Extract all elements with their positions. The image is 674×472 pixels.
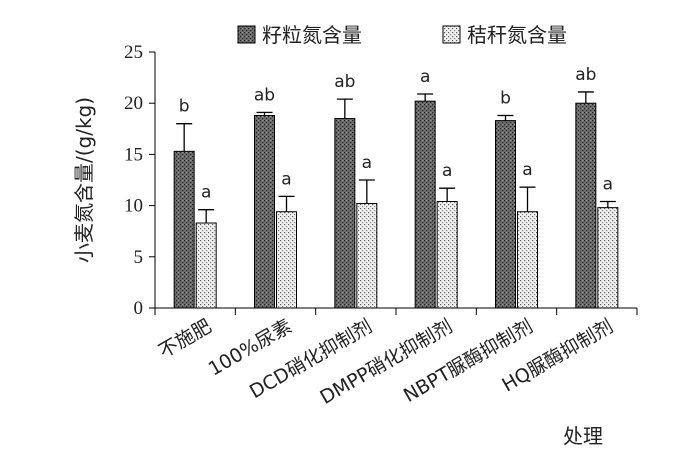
significance-label: a (522, 160, 532, 180)
bar-grain-2 (334, 118, 356, 309)
category-label-0: 不施肥 (155, 315, 215, 363)
significance-label: ab (334, 72, 355, 92)
bar-straw-1 (276, 211, 297, 309)
x-axis-label: 处理 (563, 424, 603, 448)
y-tick-label: 25 (124, 42, 143, 63)
y-axis-label: 小麦氮含量/(g/kg) (72, 97, 96, 263)
bar-straw-3 (436, 201, 458, 309)
y-tick-label: 0 (134, 298, 144, 319)
bar-grain-3 (414, 100, 436, 309)
bar-grain-1 (254, 114, 275, 309)
y-tick-label: 15 (124, 144, 143, 165)
significance-label: ab (254, 85, 275, 105)
category-labels: 不施肥100%尿素DCD硝化抑制剂DMPP硝化抑制剂NBPT脲酶抑制剂HQ脲酶抑… (155, 315, 617, 409)
legend-label-grain: 籽粒氮含量 (262, 23, 362, 47)
significance-label: ab (575, 65, 596, 85)
legend: 籽粒氮含量 秸秆氮含量 (237, 23, 567, 47)
significance-label: a (442, 161, 452, 181)
category-label-3: DMPP硝化抑制剂 (316, 315, 456, 409)
y-tick-label: 10 (124, 196, 143, 217)
error-bars (176, 91, 616, 224)
legend-swatch-grain (237, 25, 256, 44)
significance-label: b (179, 97, 190, 117)
y-tick-label: 20 (124, 93, 143, 114)
significance-label: a (281, 169, 291, 189)
bar-straw-5 (597, 207, 619, 309)
bars (173, 100, 619, 309)
significance-label: a (201, 183, 211, 203)
bar-straw-4 (517, 211, 538, 309)
bar-grain-5 (575, 102, 597, 309)
significance-label: b (500, 88, 511, 108)
bar-grain-0 (173, 150, 195, 309)
significance-label: a (603, 175, 613, 195)
y-axis: 0 5 10 15 20 25 (124, 42, 156, 319)
bar-straw-2 (356, 203, 378, 309)
y-tick-label: 5 (134, 247, 144, 268)
x-axis (154, 307, 638, 315)
bar-grain-4 (495, 120, 516, 309)
significance-label: a (420, 67, 430, 87)
bar-straw-0 (195, 222, 217, 309)
legend-label-straw: 秸秆氮含量 (467, 23, 567, 47)
significance-label: a (362, 153, 372, 173)
legend-swatch-straw (442, 25, 461, 44)
